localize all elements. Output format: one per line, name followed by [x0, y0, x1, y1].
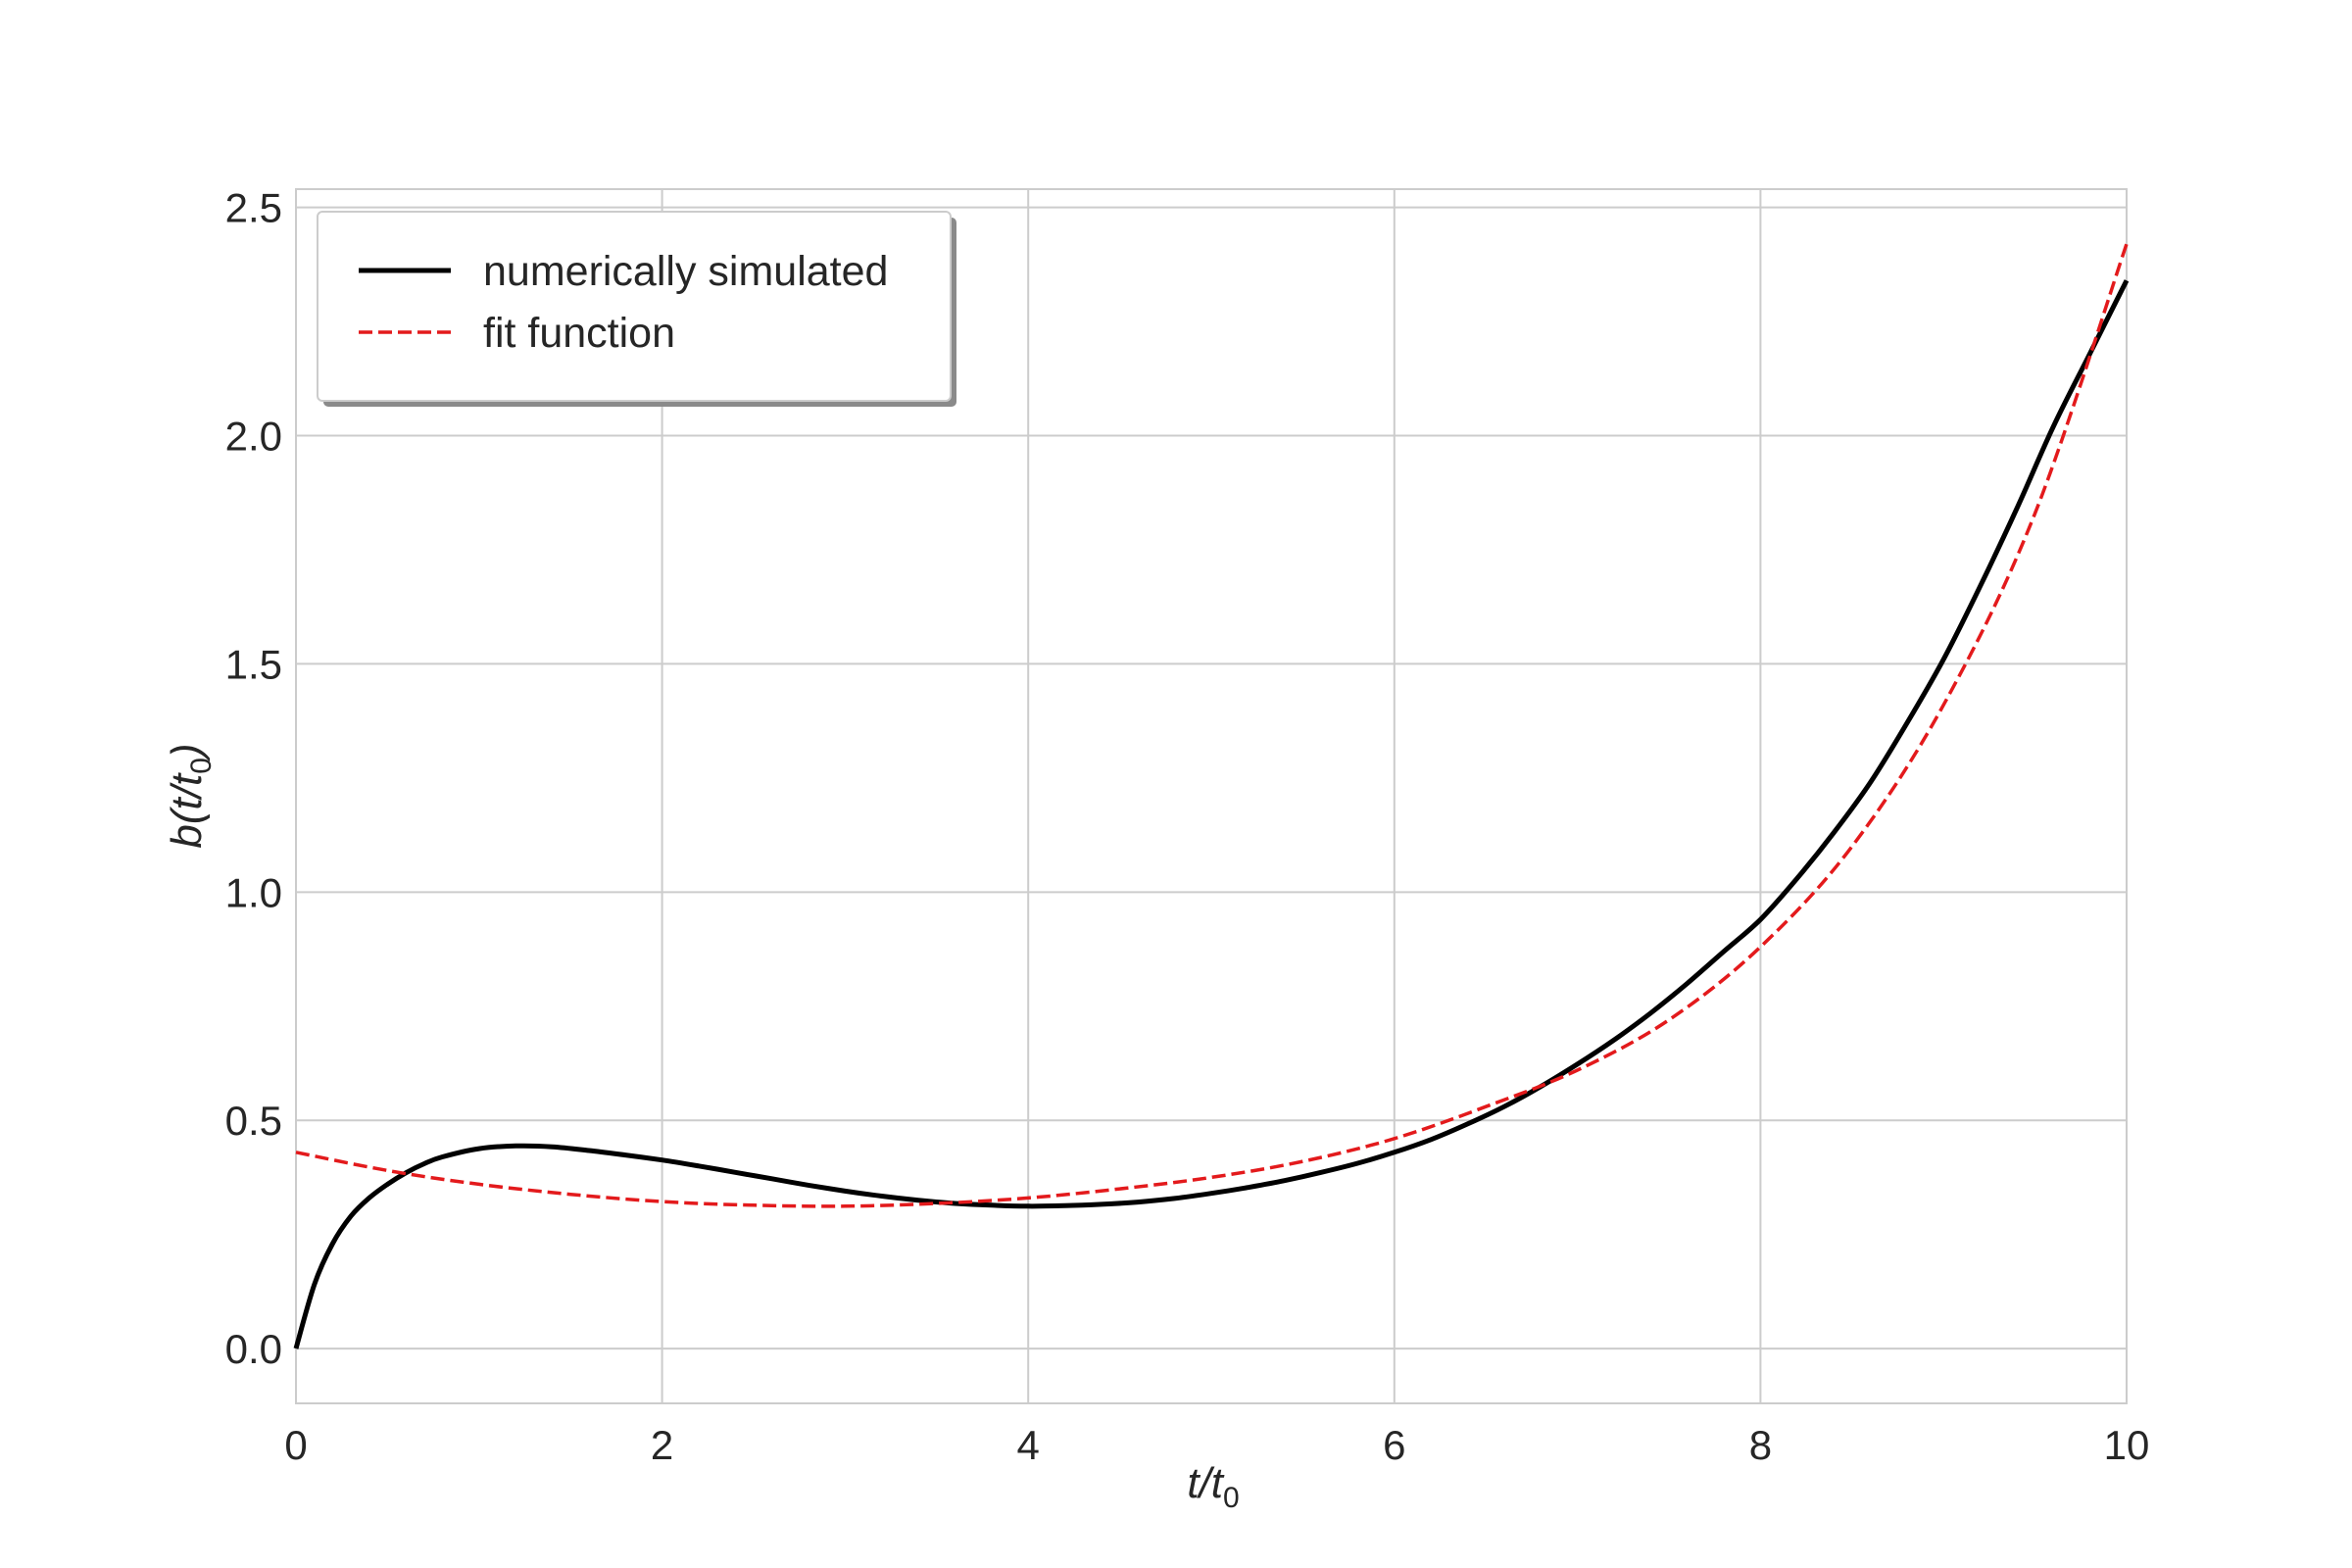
y-axis-label: b(t/t0) [163, 743, 218, 848]
legend-label-fit-function: fit function [483, 310, 675, 357]
legend: numerically simulated fit function [317, 211, 956, 407]
x-tick-label: 6 [1383, 1422, 1405, 1468]
series-line-numerically-simulated [293, 279, 2130, 1349]
series-layer [293, 243, 2130, 1349]
legend-label-numerically-simulated: numerically simulated [483, 248, 888, 295]
y-tick-label: 1.5 [225, 641, 282, 687]
y-tick-label: 0.0 [225, 1326, 282, 1372]
x-tick-label: 2 [651, 1422, 673, 1468]
series-line-fit-function [295, 243, 2129, 1208]
grid-lines [295, 189, 2128, 1403]
x-tick-label: 10 [2104, 1422, 2150, 1468]
y-tick-labels: 0.0 0.5 1.0 1.5 2.0 2.5 [225, 185, 282, 1372]
x-tick-labels: 0 2 4 6 8 10 [284, 1422, 2149, 1468]
legend-box [317, 211, 952, 402]
x-tick-label: 4 [1017, 1422, 1040, 1468]
y-tick-label: 2.5 [225, 185, 282, 231]
y-tick-label: 0.5 [225, 1098, 282, 1144]
y-tick-label: 2.0 [225, 414, 282, 460]
y-tick-label: 1.0 [225, 869, 282, 915]
plot-frame [295, 188, 2128, 1404]
x-tick-label: 8 [1749, 1422, 1772, 1468]
x-tick-label: 0 [284, 1422, 307, 1468]
x-axis-label: t/t0 [1187, 1459, 1239, 1514]
